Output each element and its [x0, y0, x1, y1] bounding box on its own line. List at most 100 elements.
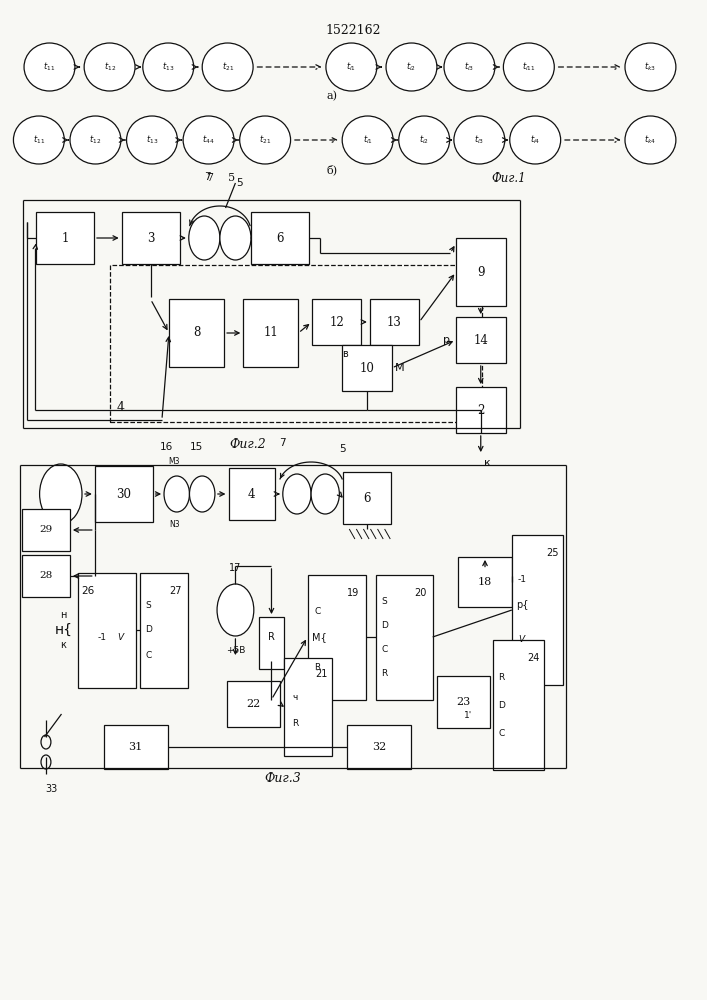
Ellipse shape — [625, 116, 676, 164]
Text: $t_{i11}$: $t_{i11}$ — [522, 61, 536, 73]
Bar — [104, 725, 168, 769]
Text: 1522162: 1522162 — [326, 24, 381, 37]
Text: 5: 5 — [236, 178, 243, 188]
Text: р: р — [443, 335, 450, 345]
Circle shape — [311, 474, 339, 514]
Text: 2: 2 — [477, 403, 484, 416]
Bar — [493, 640, 544, 770]
Text: $t_{i1}$: $t_{i1}$ — [363, 134, 373, 146]
Text: 14: 14 — [473, 334, 489, 347]
Text: р{: р{ — [516, 600, 529, 610]
Text: C: C — [146, 650, 151, 660]
Text: 28: 28 — [40, 572, 52, 580]
Text: 21: 21 — [315, 669, 328, 679]
Text: а): а) — [327, 91, 338, 101]
Text: R: R — [382, 670, 387, 678]
Text: Фиг.3: Фиг.3 — [264, 772, 301, 784]
Text: н{: н{ — [55, 623, 73, 637]
Ellipse shape — [503, 43, 554, 91]
Text: $t_{21}$: $t_{21}$ — [221, 61, 234, 73]
Text: D: D — [381, 621, 388, 631]
Bar — [229, 468, 275, 520]
Text: 26: 26 — [82, 585, 95, 595]
Text: $t_{12}$: $t_{12}$ — [103, 61, 116, 73]
Ellipse shape — [127, 116, 177, 164]
Text: 4: 4 — [248, 488, 255, 500]
Circle shape — [220, 216, 251, 260]
Text: 5: 5 — [228, 173, 235, 183]
Text: $t_{k3}$: $t_{k3}$ — [645, 61, 656, 73]
Text: 7: 7 — [279, 438, 286, 448]
Ellipse shape — [143, 43, 194, 91]
Ellipse shape — [70, 116, 121, 164]
Text: 27: 27 — [169, 585, 182, 595]
Text: $t_{11}$: $t_{11}$ — [33, 134, 45, 146]
Text: к: к — [484, 458, 491, 468]
Text: 20: 20 — [414, 587, 426, 597]
Text: -1: -1 — [98, 634, 106, 643]
Text: 15: 15 — [190, 442, 203, 452]
Bar — [22, 555, 70, 597]
Text: 31: 31 — [129, 742, 143, 752]
Text: N3: N3 — [169, 520, 180, 529]
Bar — [370, 299, 419, 345]
Text: б): б) — [327, 165, 338, 175]
Text: C: C — [498, 728, 504, 738]
Text: 22: 22 — [246, 699, 260, 709]
Circle shape — [40, 464, 82, 524]
Text: М3: М3 — [168, 457, 180, 466]
Circle shape — [189, 476, 215, 512]
Text: М{: М{ — [312, 632, 327, 642]
Text: 1: 1 — [62, 232, 69, 244]
Bar — [312, 299, 361, 345]
Text: $t_{13}$: $t_{13}$ — [162, 61, 175, 73]
Text: $t_{i3}$: $t_{i3}$ — [464, 61, 474, 73]
Text: D: D — [145, 626, 152, 635]
Text: 1': 1' — [464, 710, 472, 720]
Text: 5: 5 — [339, 444, 346, 454]
Text: $t_{i4}$: $t_{i4}$ — [530, 134, 540, 146]
Text: 16: 16 — [160, 442, 173, 452]
Ellipse shape — [444, 43, 495, 91]
Text: D: D — [498, 700, 505, 710]
Circle shape — [189, 216, 220, 260]
Bar — [308, 574, 366, 700]
Text: V: V — [519, 636, 525, 645]
Bar — [169, 299, 224, 367]
Text: 24: 24 — [527, 653, 539, 663]
Bar — [437, 676, 491, 728]
Ellipse shape — [13, 116, 64, 164]
Ellipse shape — [399, 116, 450, 164]
Text: $t_{i3}$: $t_{i3}$ — [474, 134, 484, 146]
Bar — [376, 574, 433, 700]
Bar — [22, 509, 70, 551]
Text: 17: 17 — [229, 563, 242, 573]
Text: 8: 8 — [193, 326, 200, 340]
Text: R: R — [315, 663, 320, 672]
Ellipse shape — [386, 43, 437, 91]
Text: $t_{i2}$: $t_{i2}$ — [419, 134, 429, 146]
Text: +5В: +5В — [226, 646, 245, 655]
Text: к: к — [60, 640, 66, 650]
Text: 6: 6 — [276, 232, 284, 244]
Text: $t_{k4}$: $t_{k4}$ — [644, 134, 657, 146]
Ellipse shape — [454, 116, 505, 164]
Text: C: C — [382, 646, 387, 654]
Text: 19: 19 — [346, 587, 359, 597]
Bar — [226, 681, 280, 727]
Text: $t_{21}$: $t_{21}$ — [259, 134, 271, 146]
Text: 30: 30 — [116, 488, 132, 500]
Ellipse shape — [202, 43, 253, 91]
Bar — [122, 212, 180, 264]
Bar — [243, 299, 298, 367]
Text: $t_{12}$: $t_{12}$ — [89, 134, 102, 146]
Text: 25: 25 — [546, 548, 559, 558]
Text: 12: 12 — [329, 316, 344, 328]
Text: 10: 10 — [359, 361, 375, 374]
Text: н: н — [59, 610, 66, 620]
Bar — [140, 572, 188, 688]
Bar — [456, 387, 506, 433]
Text: R: R — [292, 718, 298, 728]
Text: Фиг.2: Фиг.2 — [229, 438, 266, 450]
Text: $t_{i2}$: $t_{i2}$ — [407, 61, 416, 73]
